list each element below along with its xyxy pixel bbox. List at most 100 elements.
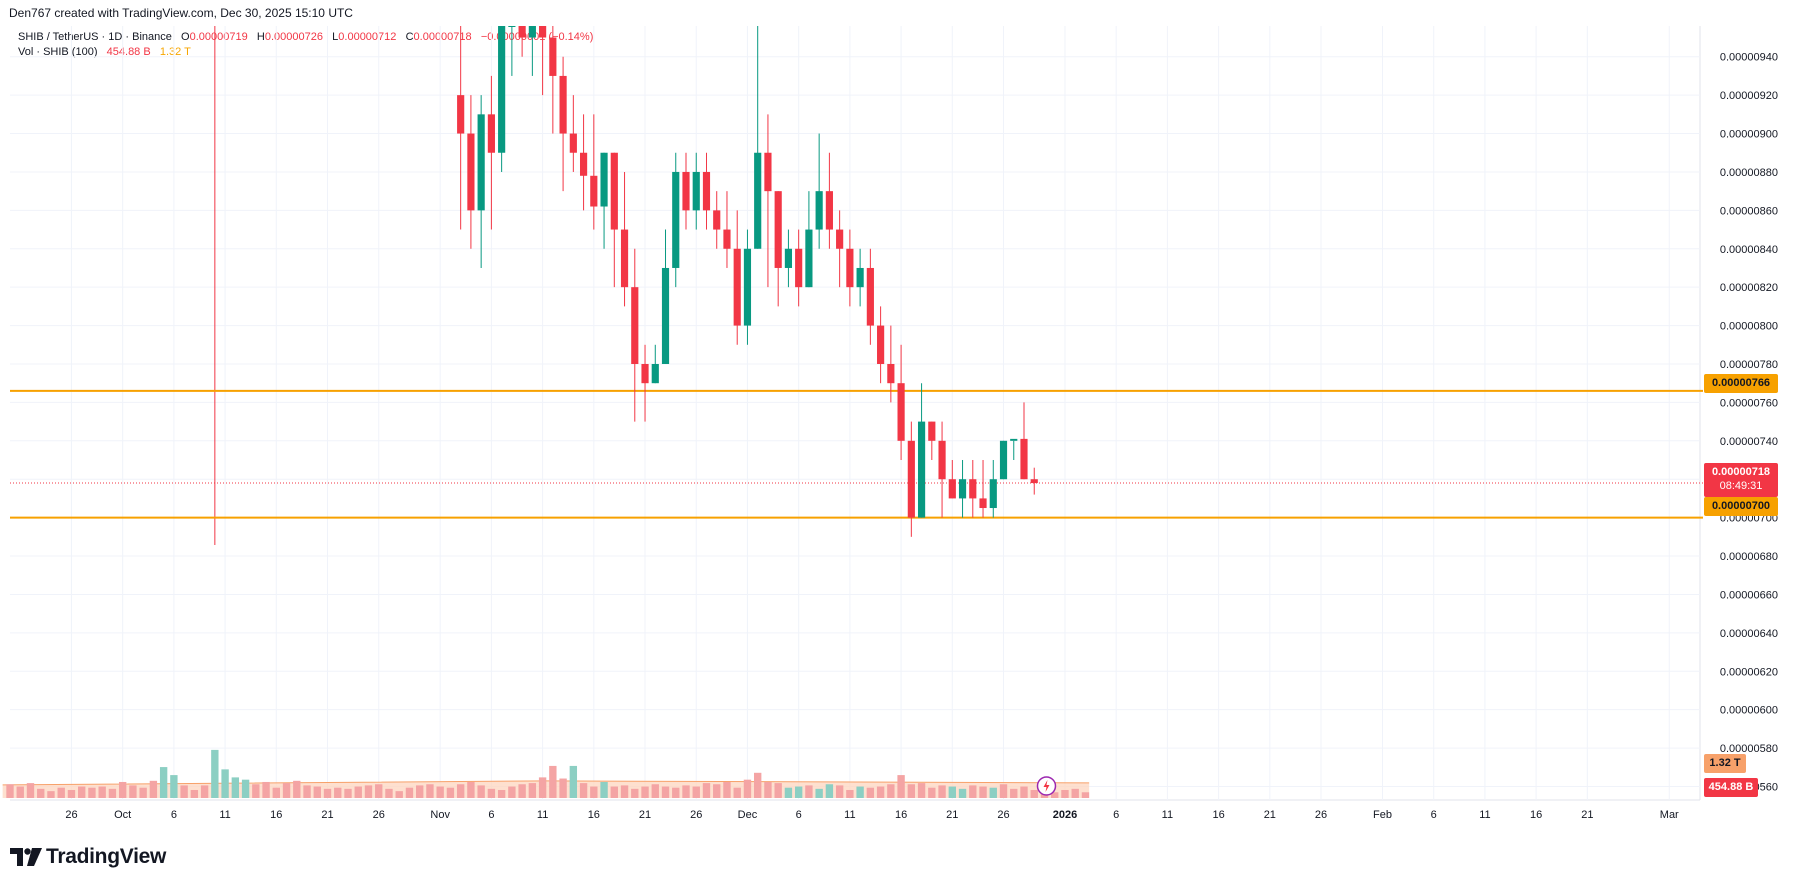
price-tick-label: 0.00000860 xyxy=(1720,205,1778,217)
volume-bar xyxy=(682,785,690,798)
volume-bar xyxy=(375,784,383,798)
candle xyxy=(989,460,997,518)
candle xyxy=(938,421,946,518)
volume-bar xyxy=(231,777,240,798)
candle-body xyxy=(733,248,741,326)
price-tick-label: 0.00000740 xyxy=(1720,436,1778,448)
volume-bar xyxy=(825,784,834,798)
time-tick-label: 6 xyxy=(488,809,494,821)
price-tick-label: 0.00000660 xyxy=(1720,589,1778,601)
time-tick-label: 26 xyxy=(373,809,385,821)
time-tick-label: 21 xyxy=(946,809,958,821)
grid xyxy=(10,26,1701,801)
time-tick-label: 6 xyxy=(1431,809,1437,821)
candle xyxy=(1010,438,1018,461)
volume-bar xyxy=(866,787,875,798)
volume-bar xyxy=(887,784,895,798)
volume-bar xyxy=(26,783,35,798)
volume-bar xyxy=(282,783,291,798)
time-tick-label: 26 xyxy=(65,809,77,821)
volume-bar xyxy=(67,789,76,798)
last-price-value: 0.00000718 xyxy=(1711,466,1771,478)
candle xyxy=(887,325,895,403)
volume-bar xyxy=(344,788,352,798)
time-tick-label: 21 xyxy=(1581,809,1593,821)
volume-bar xyxy=(938,785,946,798)
volume-bar xyxy=(979,786,987,798)
volume-bar xyxy=(958,788,967,798)
candle-body xyxy=(928,421,936,441)
time-tick-label: 2026 xyxy=(1053,809,1077,821)
lightning-icon-bolt xyxy=(1043,780,1050,792)
volume-bar xyxy=(805,785,813,798)
volume-bar xyxy=(743,779,752,798)
candle xyxy=(1030,467,1038,495)
author-watermark: Den767 created with TradingView.com, Dec… xyxy=(9,6,353,20)
time-tick-label: 16 xyxy=(270,809,282,821)
candle xyxy=(549,26,557,134)
candle-body xyxy=(610,152,618,230)
price-tick-label: 0.00000640 xyxy=(1720,628,1778,640)
volume-bar xyxy=(262,781,270,798)
candle xyxy=(774,191,782,307)
volume-bar xyxy=(37,788,45,798)
candle xyxy=(784,229,793,288)
candle xyxy=(620,171,629,307)
candle xyxy=(610,152,618,288)
volume-bar xyxy=(416,785,424,798)
candle xyxy=(477,95,485,268)
candle xyxy=(969,460,977,518)
candle-body xyxy=(498,26,506,153)
volume-ma-value: 1.32 T xyxy=(159,46,191,58)
candle-body xyxy=(651,363,659,384)
volume-bar xyxy=(446,787,455,798)
candle-body xyxy=(907,440,915,518)
volume-bar xyxy=(733,787,741,798)
time-tick-label: 11 xyxy=(537,809,548,821)
candles xyxy=(457,26,1057,796)
volume-legend[interactable]: Vol · SHIB (100) 454.88 B 1.32 T xyxy=(18,46,191,58)
candle-body xyxy=(754,152,762,249)
volume-label[interactable]: Vol · SHIB (100) xyxy=(18,46,98,58)
volume-bar xyxy=(405,787,414,798)
volume-bar xyxy=(108,788,117,798)
volume-bar xyxy=(6,784,14,798)
high-label: H xyxy=(256,31,265,43)
volume-bar xyxy=(835,785,844,798)
candle-body xyxy=(999,440,1008,480)
candle xyxy=(559,56,567,192)
candle xyxy=(723,191,731,268)
symbol-name[interactable]: SHIB / TetherUS · 1D · Binance xyxy=(18,31,172,43)
volume-bar xyxy=(467,781,475,798)
volume-bar xyxy=(989,787,997,798)
tradingview-logo[interactable]: TradingView xyxy=(10,845,166,869)
candle xyxy=(764,114,772,288)
symbol-legend[interactable]: SHIB / TetherUS · 1D · Binance O0.000007… xyxy=(18,31,593,43)
candle xyxy=(600,152,608,249)
candle-body xyxy=(887,363,895,384)
volume-bar xyxy=(456,784,465,798)
price-tick-label: 0.00000820 xyxy=(1720,282,1778,294)
volume-bar xyxy=(149,780,158,798)
volume-bar xyxy=(139,787,147,798)
close-label: C xyxy=(405,31,414,43)
candle xyxy=(815,133,823,249)
volume-bar xyxy=(764,781,772,798)
volume-bar xyxy=(47,791,55,798)
volume-bar xyxy=(1020,786,1028,798)
low-value: 0.00000712 xyxy=(338,31,397,43)
candle xyxy=(836,210,844,288)
volume-bar xyxy=(559,778,567,798)
candle-body xyxy=(518,26,526,38)
volume-bar xyxy=(252,784,260,798)
candle xyxy=(672,152,680,288)
lightning-icon[interactable] xyxy=(1036,776,1057,796)
volume-bar xyxy=(78,786,86,798)
candle xyxy=(1020,402,1028,480)
candle xyxy=(457,26,465,230)
volume-bar xyxy=(1030,789,1038,798)
candle-body xyxy=(528,26,536,38)
volume-bar xyxy=(631,788,639,798)
candle xyxy=(866,248,874,345)
